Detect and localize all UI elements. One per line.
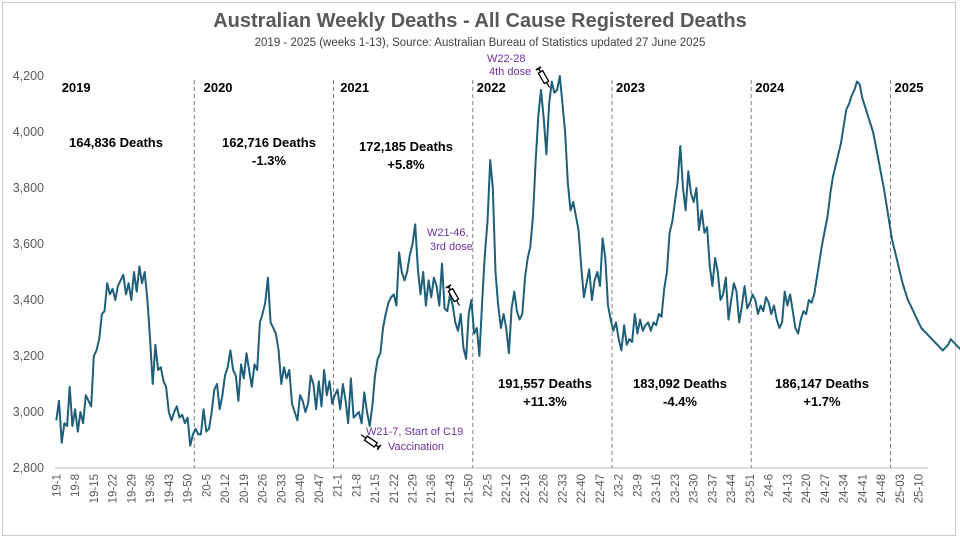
y-tick-label: 4,000 xyxy=(13,125,44,139)
annotation-text: W21-46, xyxy=(427,227,469,239)
syringe-needle xyxy=(360,434,367,439)
x-tick-label: 19-50 xyxy=(183,474,195,503)
x-tick-label: 20-12 xyxy=(220,474,232,503)
year-change-percent: -4.4% xyxy=(663,394,697,409)
x-tick-label: 19-22 xyxy=(108,474,120,503)
x-tick-label: 24-27 xyxy=(820,474,832,503)
annotation-text: 4th dose xyxy=(489,66,531,78)
x-tick-label: 24-34 xyxy=(839,473,851,503)
x-tick-label: 21-50 xyxy=(464,474,476,503)
x-tick-label: 20-5 xyxy=(201,474,213,497)
x-tick-label: 22-5 xyxy=(482,474,494,497)
syringe-plunger-cap xyxy=(535,66,542,71)
y-tick-label: 2,800 xyxy=(13,461,44,475)
x-tick-label: 24-6 xyxy=(764,474,776,497)
x-tick-label: 21-43 xyxy=(445,474,457,503)
year-label: 2019 xyxy=(62,80,91,95)
x-tick-label: 24-13 xyxy=(782,474,794,503)
syringe-plunger-cap xyxy=(445,284,452,289)
x-tick-label: 20-33 xyxy=(276,474,288,503)
y-tick-label: 3,600 xyxy=(13,237,44,251)
annotation-text: W21-7, Start of C19 xyxy=(366,426,463,438)
y-tick-label: 3,000 xyxy=(13,405,44,419)
y-tick-label: 3,800 xyxy=(13,181,44,195)
x-tick-label: 19-8 xyxy=(70,474,82,497)
weekly-deaths-series-line xyxy=(55,75,960,447)
x-tick-label: 21-36 xyxy=(426,474,438,503)
year-change-percent: +5.8% xyxy=(387,157,425,172)
year-dividers xyxy=(193,80,892,468)
x-tick-label: 23-23 xyxy=(670,474,682,503)
syringe-icon xyxy=(445,284,461,306)
year-total-deaths: 164,836 Deaths xyxy=(69,135,163,150)
chart-subtitle: 2019 - 2025 (weeks 1-13), Source: Austra… xyxy=(254,37,706,49)
x-tick-label: 22-33 xyxy=(557,474,569,503)
year-labels: 2019 164,836 Deaths 2020 162,716 Deaths -1.3… xyxy=(62,80,924,409)
year-change-percent: +1.7% xyxy=(803,394,841,409)
x-tick-label: 25-03 xyxy=(895,474,907,503)
x-tick-label: 21-8 xyxy=(351,474,363,497)
x-tick-label: 19-36 xyxy=(145,474,157,503)
x-tick-label: 21-29 xyxy=(408,474,420,503)
x-tick-label: 19-1 xyxy=(51,474,63,497)
syringe-barrel xyxy=(537,69,550,85)
x-tick-label: 23-9 xyxy=(632,474,644,497)
x-tick-label: 25-10 xyxy=(914,474,926,503)
x-tick-label: 23-2 xyxy=(614,474,626,497)
axes: 2,800 3,000 3,200 3,400 3,600 3,800 4,000 4,200… xyxy=(13,69,928,503)
year-label: 2020 xyxy=(204,80,233,95)
year-label: 2022 xyxy=(477,80,506,95)
year-total-deaths: 172,185 Deaths xyxy=(359,139,453,154)
annotation-text: 3rd dose xyxy=(430,241,473,253)
x-tick-label: 22-12 xyxy=(501,474,513,503)
syringe-needle xyxy=(455,300,461,306)
x-tick-label: 24-41 xyxy=(857,474,869,503)
x-tick-label: 22-40 xyxy=(576,474,588,503)
x-tick-label: 19-15 xyxy=(89,474,101,503)
x-tick-label: 22-26 xyxy=(539,474,551,503)
y-tick-label: 3,200 xyxy=(13,349,44,363)
chart-title: Australian Weekly Deaths - All Cause Reg… xyxy=(213,10,747,32)
year-total-deaths: 191,557 Deaths xyxy=(498,376,592,391)
year-label: 2025 xyxy=(895,80,924,95)
x-tick-label: 20-19 xyxy=(239,474,251,503)
y-tick-label: 4,200 xyxy=(13,69,44,83)
year-label: 2021 xyxy=(340,80,369,95)
x-tick-label: 23-30 xyxy=(689,474,701,503)
x-tick-label: 22-19 xyxy=(520,474,532,503)
syringe-needle xyxy=(545,82,551,88)
series-layer xyxy=(55,75,960,447)
year-label: 2023 xyxy=(616,80,645,95)
x-tick-label: 19-29 xyxy=(126,474,138,503)
x-tick-label: 23-16 xyxy=(651,474,663,503)
y-tick-label: 3,400 xyxy=(13,293,44,307)
annotation-text: W22-28 xyxy=(487,53,526,65)
x-tick-label: 24-20 xyxy=(801,474,813,503)
x-tick-label: 24-48 xyxy=(876,474,888,503)
x-tick-label: 21-15 xyxy=(370,474,382,503)
x-tick-label: 20-47 xyxy=(314,474,326,503)
annotations: W21-7, Start of C19 Vaccination W21-46, 3rd… xyxy=(360,53,551,453)
year-total-deaths: 186,147 Deaths xyxy=(775,376,869,391)
year-change-percent: -1.3% xyxy=(252,153,286,168)
x-tick-label: 21-1 xyxy=(333,474,345,497)
syringe-icon xyxy=(360,434,382,451)
x-tick-label: 22-47 xyxy=(595,474,607,503)
x-tick-label: 19-43 xyxy=(164,474,176,503)
year-change-percent: +11.3% xyxy=(523,394,567,409)
year-total-deaths: 183,092 Deaths xyxy=(633,376,727,391)
x-tick-label: 20-26 xyxy=(258,474,270,503)
year-label: 2024 xyxy=(755,80,785,95)
year-total-deaths: 162,716 Deaths xyxy=(222,135,316,150)
x-tick-label: 21-22 xyxy=(389,474,401,503)
annotation-text: Vaccination xyxy=(388,441,444,453)
x-tick-label: 23-44 xyxy=(726,473,738,503)
syringe-icon xyxy=(535,66,551,88)
x-tick-label: 20-40 xyxy=(295,474,307,503)
x-tick-label: 23-51 xyxy=(745,474,757,503)
x-tick-label: 23-37 xyxy=(707,474,719,503)
syringe-plunger-cap xyxy=(376,444,382,451)
